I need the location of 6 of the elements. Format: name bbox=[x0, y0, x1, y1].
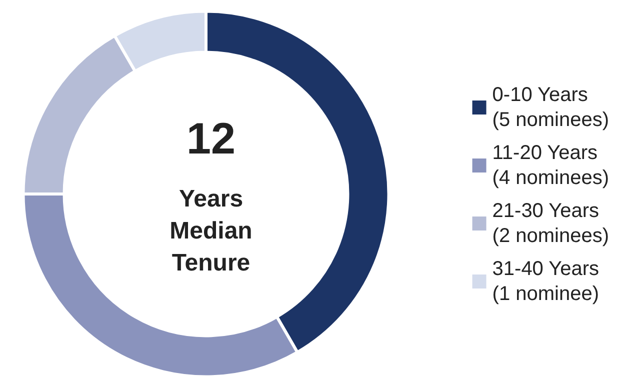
text: Years Median Tenure bbox=[170, 186, 252, 276]
text: 12 bbox=[186, 114, 236, 164]
legend-label: 0-10 Years (5 nominees) bbox=[492, 84, 609, 131]
legend-label: 21-30 Years (2 nominees) bbox=[492, 200, 609, 247]
legend-label: 31-40 Years (1 nominee) bbox=[492, 258, 600, 305]
legend-label: 11-20 Years (4 nominees) bbox=[492, 142, 609, 189]
